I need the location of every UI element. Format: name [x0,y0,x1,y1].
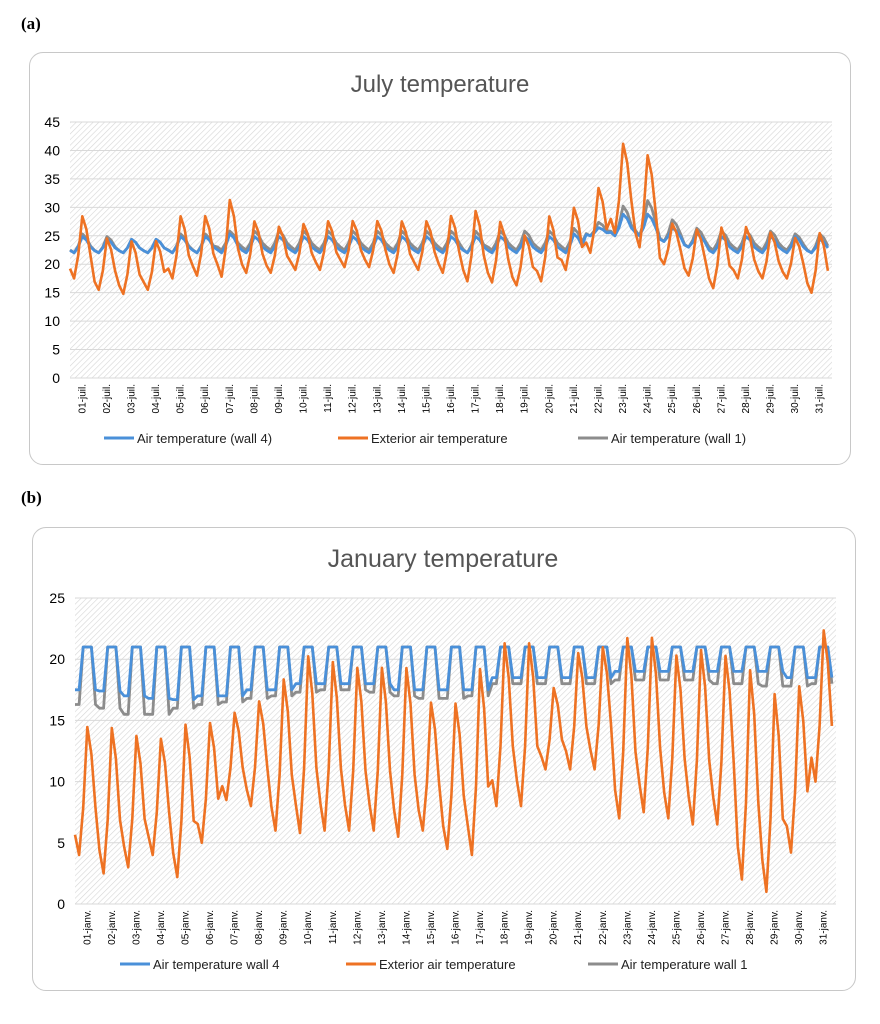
y-tick-label: 20 [49,651,65,667]
x-tick-label: 05-janv. [180,910,191,945]
x-tick-label: 08-janv. [254,910,265,945]
x-tick-label: 27-juil. [716,384,727,413]
y-tick-label: 5 [57,835,65,851]
x-tick-label: 31-janv. [819,910,830,945]
x-tick-label: 03-juil. [126,384,137,413]
legend-label-air-temperature-wall-1: Air temperature wall 1 [621,957,747,972]
x-tick-label: 05-juil. [176,384,187,413]
legend-label-air-temperature-wall-4: Air temperature (wall 4) [137,431,272,446]
x-tick-label: 26-janv. [696,910,707,945]
x-tick-label: 01-janv. [82,910,93,945]
y-tick-label: 25 [49,590,65,606]
x-tick-label: 11-juil. [323,384,334,413]
x-tick-label: 08-juil. [249,384,260,413]
x-tick-label: 27-janv. [721,910,732,945]
x-tick-label: 20-janv. [549,910,560,945]
series-line-air-temperature-wall-4 [75,645,834,701]
x-tick-label: 23-juil. [618,384,629,413]
july-temperature-chart: July temperature 0 5 10 15 20 25 30 35 40 45 01-jui… [44,71,832,446]
x-tick-label: 12-juil. [348,384,359,413]
x-tick-label: 13-janv. [377,910,388,945]
legend-label-air-temperature-wall-1: Air temperature (wall 1) [611,431,746,446]
x-tick-label: 09-juil. [274,384,285,413]
x-tick-label: 06-juil. [200,384,211,413]
panel-label-b: (b) [21,488,42,507]
y-tick-label: 45 [44,114,60,130]
x-tick-label: 02-janv. [107,910,118,945]
x-tick-label: 25-juil. [667,384,678,413]
x-tick-label: 06-janv. [205,910,216,945]
x-tick-label: 29-janv. [770,910,781,945]
series-line-exterior-air-temperature [68,142,830,296]
plot-area [70,122,832,378]
x-tick-label: 03-janv. [131,910,142,945]
x-tick-label: 18-janv. [500,910,511,945]
x-tick-label: 01-juil. [77,384,88,413]
x-tick-label: 15-juil. [421,384,432,413]
legend-label-exterior-air-temperature: Exterior air temperature [379,957,516,972]
panel-label-a: (a) [21,14,41,33]
x-tick-label: 17-juil. [471,384,482,413]
x-tick-label: 26-juil. [692,384,703,413]
y-tick-label: 25 [44,228,60,244]
x-tick-label: 10-janv. [303,910,314,945]
x-tick-label: 07-juil. [225,384,236,413]
x-tick-label: 02-juil. [102,384,113,413]
y-tick-label: 20 [44,256,60,272]
x-tick-label: 23-janv. [622,910,633,945]
y-tick-label: 10 [44,313,60,329]
x-tick-label: 04-juil. [151,384,162,413]
x-tick-label: 24-janv. [647,910,658,945]
y-tick-label: 10 [49,774,65,790]
x-tick-label: 14-juil. [397,384,408,413]
y-tick-label: 40 [44,142,60,158]
y-tick-label: 15 [49,712,65,728]
x-tick-label: 28-juil. [741,384,752,413]
x-tick-label: 17-janv. [475,910,486,945]
legend-label-exterior-air-temperature: Exterior air temperature [371,431,508,446]
y-tick-label: 0 [52,370,60,386]
x-tick-label: 15-janv. [426,910,437,945]
x-tick-label: 09-janv. [279,910,290,945]
x-tick-label: 25-janv. [671,910,682,945]
x-tick-label: 12-janv. [352,910,363,945]
x-tick-label: 10-juil. [299,384,310,413]
chart-title: July temperature [351,71,530,98]
x-tick-label: 16-janv. [451,910,462,945]
x-tick-label: 24-juil. [643,384,654,413]
x-tick-label: 07-janv. [230,910,241,945]
x-tick-label: 21-juil. [569,384,580,413]
x-tick-label: 18-juil. [495,384,506,413]
x-tick-label: 14-janv. [401,910,412,945]
x-tick-label: 13-juil. [372,384,383,413]
x-tick-label: 31-juil. [815,384,826,413]
x-tick-label: 22-janv. [598,910,609,945]
x-tick-label: 20-juil. [544,384,555,413]
x-tick-label: 21-janv. [573,910,584,945]
x-tick-label: 16-juil. [446,384,457,413]
x-tick-label: 30-juil. [790,384,801,413]
chart-title: January temperature [328,545,559,573]
y-tick-label: 35 [44,171,60,187]
x-tick-label: 29-juil. [766,384,777,413]
x-tick-label: 11-janv. [328,910,339,944]
y-tick-label: 0 [57,896,65,912]
y-tick-label: 5 [52,342,60,358]
x-tick-label: 28-janv. [745,910,756,945]
legend-label-air-temperature-wall-4: Air temperature wall 4 [153,957,279,972]
y-tick-label: 15 [44,285,60,301]
x-tick-label: 19-juil. [520,384,531,413]
x-tick-label: 19-janv. [524,910,535,945]
x-tick-label: 22-juil. [593,384,604,413]
x-tick-label: 30-janv. [794,910,805,945]
series-line-exterior-air-temperature [73,629,834,894]
x-tick-label: 04-janv. [156,910,167,945]
y-tick-label: 30 [44,199,60,215]
